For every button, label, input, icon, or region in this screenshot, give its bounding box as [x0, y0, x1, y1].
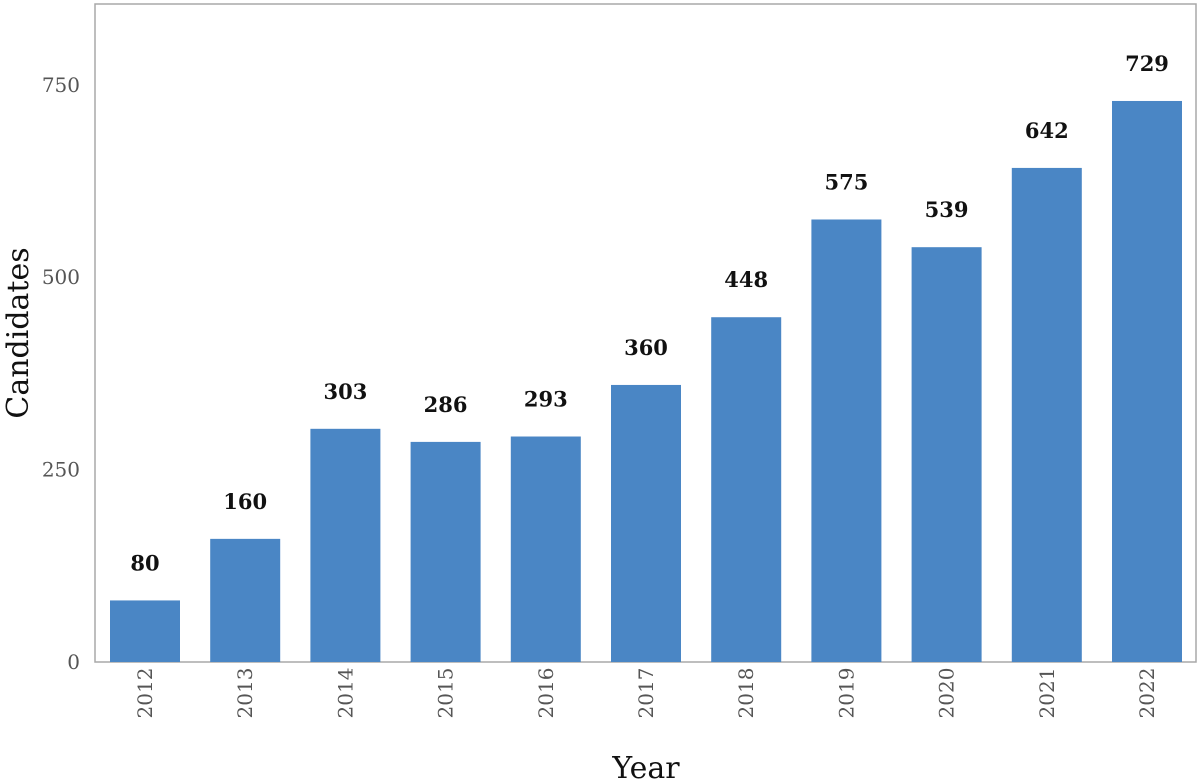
bar-2020: [911, 247, 982, 662]
data-label-2012: 80: [130, 550, 159, 575]
y-tick-label-750: 750: [42, 73, 80, 97]
x-tick-label-2016: 2016: [534, 668, 558, 719]
x-tick-label-2017: 2017: [634, 668, 658, 719]
bar-group: [110, 100, 1182, 663]
data-label-2017: 360: [624, 335, 668, 360]
y-tick-label-500: 500: [42, 265, 80, 289]
bar-2015: [410, 441, 481, 662]
x-tick-label-2018: 2018: [734, 668, 758, 719]
x-tick-label-2015: 2015: [434, 668, 458, 719]
y-tick-label-0: 0: [67, 650, 80, 674]
bar-2016: [510, 436, 581, 662]
data-label-2016: 293: [524, 387, 568, 412]
x-tick-label-2020: 2020: [935, 668, 959, 719]
y-tick-label-250: 250: [42, 458, 80, 482]
y-axis-tick-labels: 0 250 500 750: [42, 73, 80, 674]
bar-2012: [110, 600, 180, 662]
bar-2022: [1112, 100, 1182, 662]
bar-2013: [210, 538, 281, 662]
bar-2018: [711, 317, 782, 662]
data-label-2018: 448: [724, 267, 768, 292]
data-label-group: 80 160 303 286 293 360 448 575 539 642 729: [130, 51, 1169, 575]
x-tick-label-2022: 2022: [1135, 668, 1159, 719]
x-tick-label-2014: 2014: [333, 668, 357, 719]
x-tick-label-2013: 2013: [233, 668, 257, 719]
x-tick-label-2021: 2021: [1035, 668, 1059, 719]
bar-2021: [1011, 167, 1082, 663]
bar-2014: [310, 428, 381, 662]
bar-2019: [811, 219, 882, 662]
data-label-2021: 642: [1025, 118, 1069, 143]
x-axis-title: Year: [611, 751, 680, 784]
data-label-2013: 160: [223, 489, 267, 514]
data-label-2022: 729: [1125, 51, 1169, 76]
data-label-2014: 303: [323, 379, 367, 404]
x-axis-tick-labels: 2012 2013 2014 2015 2016 2017 2018 2019 2020 2021…: [133, 668, 1159, 719]
x-tick-label-2012: 2012: [133, 668, 157, 719]
data-label-2020: 539: [925, 197, 969, 222]
data-label-2015: 286: [424, 392, 468, 417]
y-axis-title: Candidates: [1, 247, 36, 418]
data-label-2019: 575: [824, 169, 868, 194]
bar-2017: [611, 384, 681, 662]
x-tick-label-2019: 2019: [834, 668, 858, 719]
